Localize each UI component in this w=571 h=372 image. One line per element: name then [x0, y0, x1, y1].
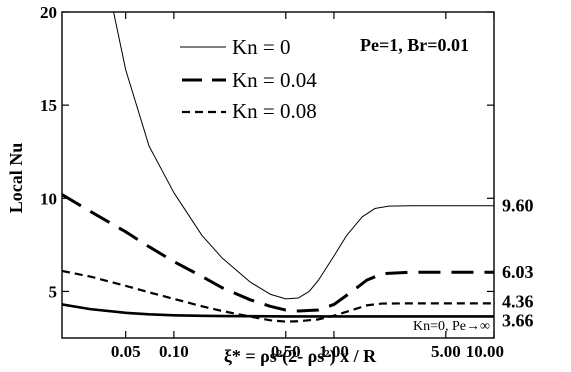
series-line-kn004 [62, 193, 494, 313]
params-annotation: Pe=1, Br=0.01 [360, 35, 469, 55]
legend-label-kn008: Kn = 0.08 [232, 99, 317, 123]
y-axis-ticks: 5 10 15 20 [40, 3, 494, 301]
end-label-kn004: 6.03 [502, 262, 534, 282]
series-line-kn0-pe-inf [62, 303, 494, 318]
series-line-kn008 [62, 269, 494, 323]
x-tick-label: 0.10 [159, 342, 189, 361]
y-tick-label: 15 [40, 96, 57, 115]
legend-label-kn004: Kn = 0.04 [232, 68, 317, 92]
x-axis-ticks: 0.05 0.10 0.50 1.00 5.00 10.00 [111, 12, 504, 361]
legend-label-kn0: Kn = 0 [232, 35, 291, 59]
x-tick-label: 5.00 [431, 342, 461, 361]
end-label-kn0: 9.60 [502, 196, 534, 216]
data-curves [62, 12, 494, 323]
x-tick-label: 10.00 [466, 342, 504, 361]
x-axis-title: ξ* = ρs²(2- ρs²) x / R [224, 346, 377, 367]
y-axis-title: Local Nu [6, 143, 26, 214]
end-label-kn008: 4.36 [502, 291, 534, 311]
x-tick-label: 0.50 [271, 342, 301, 361]
end-label-kn0-pe-inf: 3.66 [502, 310, 534, 330]
end-labels: 9.60 6.03 4.363.66 [502, 196, 534, 331]
x-tick-label: 1.00 [319, 342, 349, 361]
series-line-kn0 [113, 12, 494, 300]
y-tick-label: 5 [49, 282, 58, 301]
legend: Kn = 0 Kn = 0.04 Kn = 0.08 [180, 35, 317, 123]
plot-frame [61, 11, 495, 339]
y-tick-label: 10 [40, 189, 57, 208]
y-tick-label: 20 [40, 3, 57, 22]
x-tick-label: 0.05 [111, 342, 141, 361]
annotation-kn0-pe-inf: Kn=0, Pe→∞ [413, 319, 490, 334]
